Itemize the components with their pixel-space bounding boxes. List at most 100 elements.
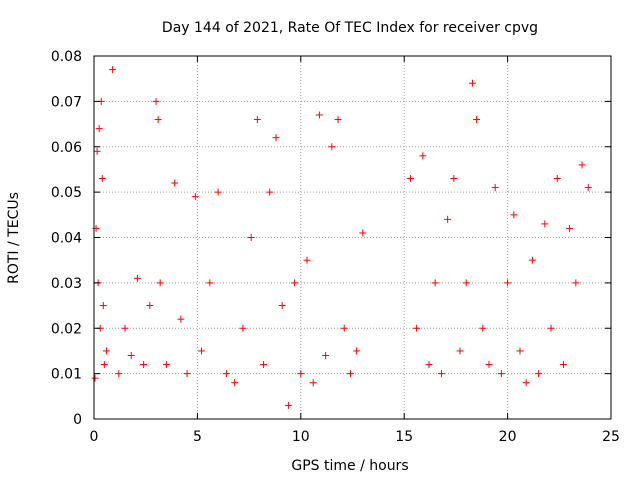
data-point — [359, 229, 367, 237]
data-point — [297, 370, 305, 378]
y-tick-label: 0.03 — [51, 276, 82, 292]
data-point — [206, 279, 214, 287]
data-point — [479, 324, 487, 332]
data-point — [584, 184, 592, 192]
data-point — [91, 374, 99, 382]
data-point — [152, 97, 160, 105]
x-tick-label: 25 — [602, 429, 620, 445]
data-point — [322, 351, 330, 359]
data-point — [260, 361, 268, 369]
data-point — [133, 274, 141, 282]
data-point — [177, 315, 185, 323]
data-point — [95, 125, 103, 133]
x-axis-label: GPS time / hours — [291, 458, 408, 474]
data-point — [425, 361, 433, 369]
x-tick-label: 10 — [292, 429, 310, 445]
y-tick-label: 0.02 — [51, 321, 82, 337]
data-point — [140, 361, 148, 369]
data-point — [516, 347, 524, 355]
data-point — [450, 175, 458, 183]
y-axis-label: ROTI / TECUs — [6, 192, 22, 284]
data-point — [468, 79, 476, 87]
data-point — [99, 302, 107, 310]
data-point — [109, 66, 117, 74]
data-point — [115, 370, 123, 378]
data-point — [284, 401, 292, 409]
data-point — [419, 152, 427, 160]
data-point — [93, 147, 101, 155]
y-tick-label: 0.01 — [51, 367, 82, 383]
x-tick-label: 5 — [193, 429, 202, 445]
data-point — [437, 370, 445, 378]
data-point — [346, 370, 354, 378]
data-point — [198, 347, 206, 355]
data-point — [456, 347, 464, 355]
data-point — [353, 347, 361, 355]
data-point — [291, 279, 299, 287]
data-point — [239, 324, 247, 332]
data-point — [247, 234, 255, 241]
data-point — [266, 188, 274, 196]
data-point — [340, 324, 348, 332]
grid-lines — [94, 56, 611, 419]
data-point — [334, 116, 342, 124]
data-point — [191, 193, 199, 201]
data-point — [535, 370, 543, 378]
data-point — [171, 179, 179, 187]
data-point — [497, 370, 505, 378]
data-point — [572, 279, 580, 287]
y-tick-label: 0.08 — [51, 49, 82, 65]
data-point — [510, 211, 518, 219]
y-tick-labels: 0 0.01 0.02 0.03 0.04 0.05 0.06 0.07 0.08 — [51, 49, 82, 428]
y-tick-label: 0.06 — [51, 140, 82, 156]
chart-title: Day 144 of 2021, Rate Of TEC Index for r… — [162, 20, 538, 36]
data-point — [309, 379, 317, 387]
axis-ticks — [93, 55, 612, 420]
y-tick-label: 0.07 — [51, 94, 82, 110]
data-points — [91, 66, 592, 409]
y-tick-label: 0.04 — [51, 231, 82, 247]
data-point — [253, 116, 261, 124]
x-tick-label: 20 — [499, 429, 517, 445]
data-point — [156, 279, 164, 287]
y-tick-label: 0.05 — [51, 185, 82, 201]
data-point — [146, 302, 154, 310]
data-point — [102, 347, 110, 355]
data-point — [222, 370, 230, 378]
data-point — [413, 324, 421, 332]
data-point — [491, 184, 499, 192]
data-point — [162, 361, 170, 369]
data-point — [578, 161, 586, 169]
data-point — [278, 302, 286, 310]
data-point — [541, 220, 549, 228]
data-point — [214, 188, 222, 196]
data-point — [462, 279, 470, 287]
data-point — [522, 379, 530, 387]
data-point — [504, 279, 512, 287]
x-tick-label: 15 — [395, 429, 413, 445]
data-point — [328, 143, 336, 151]
data-point — [303, 256, 311, 264]
x-tick-label: 0 — [90, 429, 99, 445]
data-point — [154, 116, 162, 124]
data-point — [183, 370, 191, 378]
data-point — [406, 175, 414, 183]
data-point — [231, 379, 239, 387]
data-point — [315, 111, 323, 119]
y-tick-label: 0 — [73, 412, 82, 428]
data-point — [98, 175, 106, 183]
data-point — [121, 324, 129, 332]
data-point — [566, 224, 574, 232]
data-point — [431, 279, 439, 287]
x-tick-labels: 0 5 10 15 20 25 — [90, 429, 620, 445]
data-point — [444, 215, 452, 223]
data-point — [485, 361, 493, 369]
data-point — [547, 324, 555, 332]
data-point — [553, 175, 561, 183]
data-point — [127, 351, 135, 359]
data-point — [528, 256, 536, 264]
data-point — [272, 134, 280, 142]
data-point — [559, 361, 567, 369]
data-point — [100, 361, 108, 369]
